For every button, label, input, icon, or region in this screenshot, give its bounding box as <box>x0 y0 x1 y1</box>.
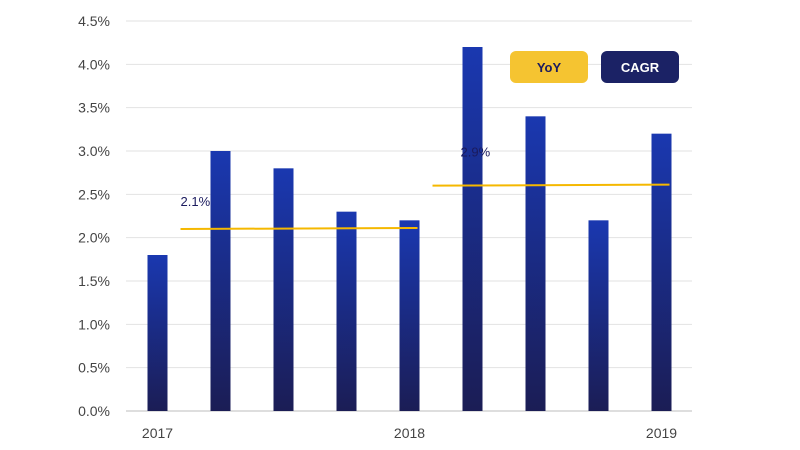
bar[interactable] <box>462 47 483 411</box>
y-tick-label: 3.0% <box>78 143 110 159</box>
cagr-line-layer <box>180 183 670 230</box>
cagr-value-label: 2.1% <box>181 194 211 209</box>
bar[interactable] <box>399 220 420 411</box>
y-tick-label: 2.0% <box>78 230 110 246</box>
y-tick-label: 1.5% <box>78 273 110 289</box>
cagr-value-label: 2.9% <box>461 145 491 160</box>
y-tick-label: 3.5% <box>78 100 110 116</box>
bar[interactable] <box>210 151 231 411</box>
legend-cagr-label: CAGR <box>620 59 660 75</box>
bar[interactable] <box>588 220 609 411</box>
y-tick-label: 1.0% <box>78 316 110 332</box>
x-tick-label: 2018 <box>394 425 425 441</box>
y-tick-label: 2.5% <box>78 186 110 202</box>
x-tick-label: 2019 <box>646 425 677 441</box>
cagr-line <box>180 227 418 230</box>
legend-yoy-label: YoY <box>536 59 562 75</box>
bar[interactable] <box>273 168 294 411</box>
bar[interactable] <box>651 133 672 411</box>
y-tick-label: 4.0% <box>78 56 110 72</box>
label-layer: 0.0% 0.5% 1.0% 1.5% 2.0% 2.5% 3.0% 3.5% 4.0% 4.5%… <box>78 13 677 441</box>
cagr-line <box>432 183 670 187</box>
bar[interactable] <box>336 211 357 411</box>
legend-yoy[interactable]: YoY <box>510 51 588 83</box>
y-tick-label: 0.0% <box>78 403 110 419</box>
x-tick-label: 2017 <box>142 425 173 441</box>
bar[interactable] <box>147 255 168 411</box>
y-tick-label: 4.5% <box>78 13 110 29</box>
y-tick-label: 0.5% <box>78 360 110 376</box>
bar[interactable] <box>525 116 546 411</box>
legend-cagr[interactable]: CAGR <box>601 51 679 83</box>
